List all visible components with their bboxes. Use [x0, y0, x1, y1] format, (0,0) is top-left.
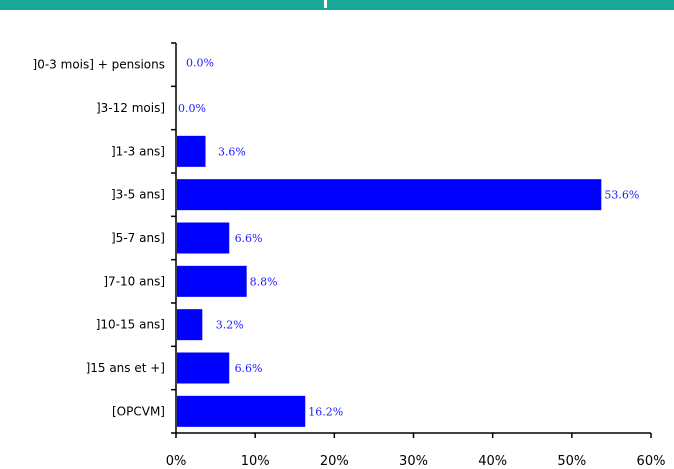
- data-label-6: 8.8%: [250, 275, 278, 288]
- data-label-5: 6.6%: [235, 232, 263, 245]
- x-tick-label-0: 0%: [166, 454, 187, 469]
- x-tick-label-1: 10%: [241, 454, 270, 469]
- data-label-9: 16.2%: [308, 405, 343, 418]
- category-label-2: ]3-12 mois]: [96, 101, 165, 115]
- data-label-1: 0.0%: [186, 57, 214, 70]
- x-tick-label-6: 60%: [637, 454, 666, 469]
- category-label-6: ]7-10 ans]: [103, 274, 165, 288]
- bar-6: [177, 265, 247, 297]
- tick-labels-layer: 0% 10% 20% 30% 40% 50% 60%: [166, 454, 666, 469]
- x-tick-label-2: 20%: [320, 454, 349, 469]
- bar-5: [177, 222, 230, 254]
- bar-9: [177, 395, 306, 427]
- bar-8: [177, 352, 230, 384]
- category-label-1: ]0-3 mois] + pensions: [33, 58, 165, 72]
- data-label-8: 6.6%: [235, 362, 263, 375]
- x-tick-label-3: 30%: [399, 454, 428, 469]
- data-label-7: 3.2%: [216, 319, 244, 332]
- bar-3: [177, 135, 206, 167]
- data-label-4: 53.6%: [604, 189, 639, 202]
- category-labels-layer: ]0-3 mois] + pensions ]3-12 mois] ]1-3 ans…: [33, 58, 165, 419]
- x-tick-label-4: 40%: [478, 454, 507, 469]
- category-label-9: [OPCVM]: [112, 404, 165, 418]
- category-label-3: ]1-3 ans]: [111, 144, 165, 158]
- bars-layer: [177, 135, 602, 427]
- category-label-8: ]15 ans et +]: [86, 361, 165, 375]
- category-label-4: ]3-5 ans]: [111, 188, 165, 202]
- data-labels-layer: 0.0% 0.0% 3.6% 53.6% 6.6% 8.8% 3.2% 6.6% 16.2%: [178, 57, 639, 419]
- category-label-7: ]10-15 ans]: [96, 318, 165, 332]
- data-label-2: 0.0%: [178, 102, 206, 115]
- data-label-3: 3.6%: [218, 145, 246, 158]
- axes-layer: [171, 42, 652, 438]
- bar-7: [177, 309, 203, 341]
- category-label-5: ]5-7 ans]: [111, 231, 165, 245]
- x-tick-label-5: 50%: [557, 454, 586, 469]
- header-band-notch: [324, 0, 327, 8]
- header-band: [0, 0, 674, 10]
- bar-4: [177, 179, 602, 211]
